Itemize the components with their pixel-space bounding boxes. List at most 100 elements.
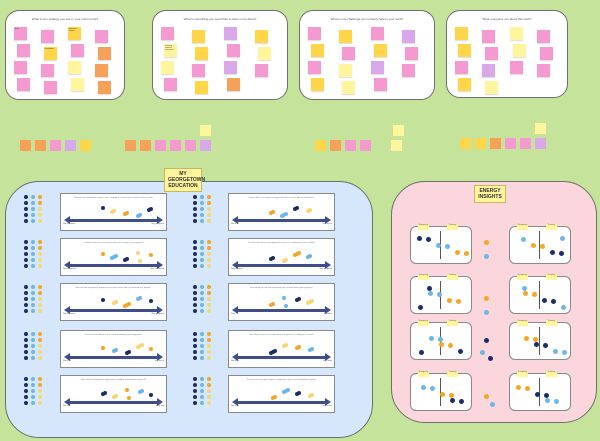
survey-card[interactable]: How would you rate the mentorship you re… <box>228 283 335 321</box>
sticky-note[interactable] <box>311 78 324 91</box>
response-dot[interactable] <box>280 214 284 218</box>
sticky-note[interactable] <box>40 30 54 43</box>
response-dot[interactable] <box>271 210 275 214</box>
palette-sticky-note[interactable] <box>200 140 211 151</box>
response-dot[interactable] <box>516 385 521 390</box>
response-dot[interactable] <box>553 349 558 354</box>
sticky-note[interactable] <box>195 47 209 60</box>
sticky-note[interactable] <box>485 81 499 94</box>
energy-card[interactable]: Energizing Draining <box>509 224 571 264</box>
response-dot[interactable] <box>531 243 536 248</box>
survey-card[interactable]: How well did Georgetown support you in b… <box>60 375 167 413</box>
response-dot[interactable] <box>426 237 431 242</box>
response-dot[interactable] <box>136 345 140 349</box>
response-dot[interactable] <box>273 349 277 353</box>
response-dot[interactable] <box>286 388 290 392</box>
sticky-note[interactable] <box>402 64 416 77</box>
sticky-note[interactable] <box>482 30 496 43</box>
response-dot[interactable] <box>271 396 275 400</box>
response-dot[interactable] <box>112 255 116 259</box>
response-dot[interactable] <box>540 244 545 249</box>
response-dot[interactable] <box>430 386 435 391</box>
response-dot[interactable] <box>522 286 527 291</box>
response-dot[interactable] <box>271 256 275 260</box>
response-dot[interactable] <box>295 392 299 396</box>
response-dot[interactable] <box>114 254 118 258</box>
response-dot[interactable] <box>110 210 114 214</box>
loose-dot[interactable] <box>480 350 485 355</box>
palette-sticky-note[interactable] <box>360 140 371 151</box>
palette-sticky-note[interactable] <box>200 125 211 136</box>
response-dot[interactable] <box>140 343 144 347</box>
response-dot[interactable] <box>112 209 116 213</box>
palette-sticky-note[interactable] <box>65 140 76 151</box>
sticky-note[interactable] <box>161 27 174 40</box>
response-dot[interactable] <box>138 296 142 300</box>
response-dot[interactable] <box>306 255 310 259</box>
response-dot[interactable] <box>101 392 105 396</box>
response-dot[interactable] <box>523 291 528 296</box>
palette-sticky-note[interactable] <box>345 140 356 151</box>
sticky-note[interactable] <box>70 44 84 57</box>
palette-sticky-note[interactable] <box>155 140 166 151</box>
response-dot[interactable] <box>295 346 299 350</box>
response-dot[interactable] <box>297 391 301 395</box>
response-dot[interactable] <box>437 292 442 297</box>
response-dot[interactable] <box>110 256 114 260</box>
sticky-note[interactable] <box>226 78 240 91</box>
palette-sticky-note[interactable] <box>520 138 531 149</box>
response-dot[interactable] <box>282 344 286 348</box>
sticky-note[interactable] <box>405 47 419 60</box>
response-dot[interactable] <box>125 257 129 261</box>
sticky-note[interactable] <box>14 61 27 74</box>
palette-sticky-note[interactable] <box>460 138 471 149</box>
response-dot[interactable] <box>544 393 549 398</box>
sticky-note[interactable] <box>342 81 356 94</box>
response-dot[interactable] <box>101 298 105 302</box>
loose-dot[interactable] <box>488 356 493 361</box>
palette-sticky-note[interactable] <box>475 138 486 149</box>
response-dot[interactable] <box>448 343 453 348</box>
response-dot[interactable] <box>458 349 463 354</box>
palette-sticky-note[interactable] <box>185 140 196 151</box>
sticky-note[interactable] <box>17 78 30 91</box>
sticky-note[interactable] <box>97 81 111 94</box>
sticky-note[interactable] <box>192 30 206 43</box>
response-dot[interactable] <box>525 386 530 391</box>
response-dot[interactable] <box>562 350 567 355</box>
response-dot[interactable] <box>428 291 433 296</box>
response-dot[interactable] <box>149 253 153 257</box>
response-dot[interactable] <box>445 244 450 249</box>
response-dot[interactable] <box>429 336 434 341</box>
response-dot[interactable] <box>103 391 107 395</box>
response-dot[interactable] <box>534 342 539 347</box>
loose-dot[interactable] <box>484 240 489 245</box>
sticky-note[interactable] <box>373 78 387 91</box>
response-dot[interactable] <box>284 343 288 347</box>
loose-dot[interactable] <box>484 338 489 343</box>
response-dot[interactable] <box>123 258 127 262</box>
energy-card[interactable]: Energizing Draining <box>410 320 472 360</box>
brainstorm-board[interactable]: What energizes you about this work? <box>446 10 568 98</box>
palette-sticky-note[interactable] <box>50 140 61 151</box>
response-dot[interactable] <box>138 390 142 394</box>
response-dot[interactable] <box>297 297 301 301</box>
response-dot[interactable] <box>308 300 312 304</box>
response-dot[interactable] <box>295 252 299 256</box>
response-dot[interactable] <box>136 214 140 218</box>
response-dot[interactable] <box>136 297 140 301</box>
sticky-note[interactable] <box>161 61 174 74</box>
palette-sticky-note[interactable] <box>20 140 31 151</box>
palette-sticky-note[interactable] <box>125 140 136 151</box>
response-dot[interactable] <box>438 337 443 342</box>
sticky-note[interactable] <box>537 30 551 43</box>
survey-card[interactable]: To what extent has your degree contribut… <box>228 375 335 413</box>
survey-card[interactable]: Did you feel encouraged to engage with p… <box>228 193 335 231</box>
response-dot[interactable] <box>149 299 153 303</box>
sticky-note[interactable] <box>482 64 496 77</box>
palette-sticky-note[interactable] <box>170 140 181 151</box>
sticky-note[interactable] <box>455 61 468 74</box>
sticky-note[interactable] <box>311 44 324 57</box>
sticky-note[interactable] <box>223 61 237 74</box>
sticky-note[interactable] <box>342 47 356 60</box>
